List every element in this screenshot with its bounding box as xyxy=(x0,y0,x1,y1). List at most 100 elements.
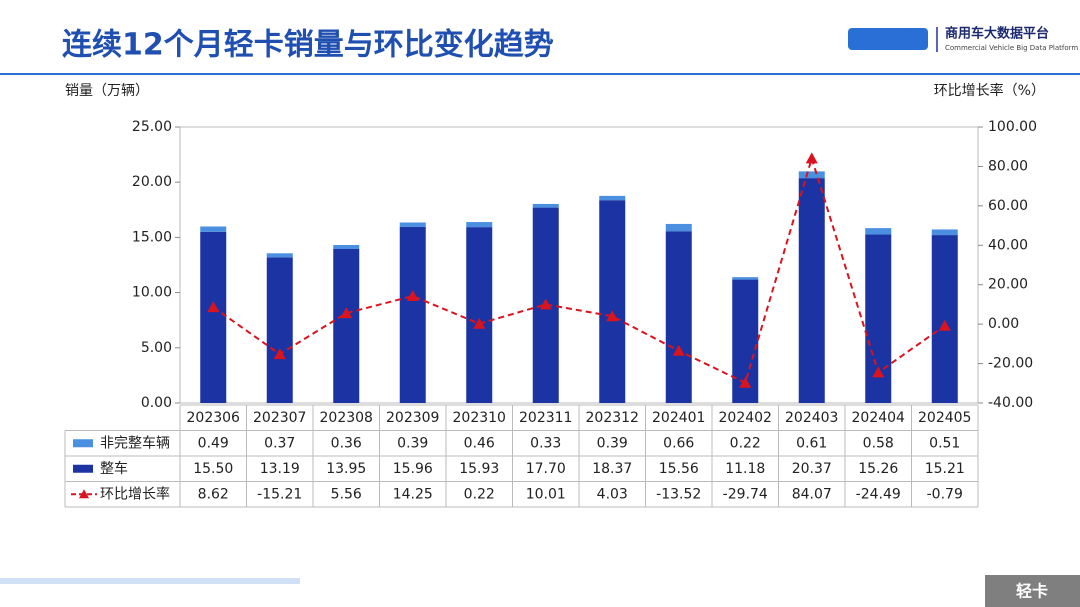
y2-tick-label: 100.00 xyxy=(988,119,1037,135)
table-value: 10.01 xyxy=(526,486,566,502)
table-value: 0.46 xyxy=(464,435,495,451)
logo-mark xyxy=(848,28,928,50)
table-value: 0.33 xyxy=(530,435,561,451)
table-value: -0.79 xyxy=(927,486,963,502)
bar xyxy=(599,200,626,403)
table-value: 17.70 xyxy=(526,461,566,477)
x-tick-label: 202311 xyxy=(519,410,572,426)
logo-subtitle: Commercial Vehicle Big Data Platform xyxy=(945,44,1078,52)
y2-tick-label: 80.00 xyxy=(988,158,1028,174)
y-axis-label: 销量（万辆） xyxy=(65,83,149,99)
table-value: 0.22 xyxy=(464,486,495,502)
bar xyxy=(931,235,958,403)
legend-label: 环比增长率 xyxy=(100,485,170,502)
y2-tick-label: -20.00 xyxy=(988,356,1033,372)
x-tick-label: 202310 xyxy=(453,410,506,426)
line-marker xyxy=(805,152,818,164)
y-tick-label: 10.00 xyxy=(132,285,172,301)
table-value: 14.25 xyxy=(393,486,433,502)
line-marker xyxy=(872,366,885,378)
table-value: 13.95 xyxy=(326,461,366,477)
y2-tick-label: 40.00 xyxy=(988,237,1028,253)
x-tick-label: 202307 xyxy=(253,410,306,426)
chart-title: 连续12个月轻卡销量与环比变化趋势 xyxy=(62,28,554,63)
table-value: -15.21 xyxy=(257,486,302,502)
bar xyxy=(399,226,426,403)
legend-swatch xyxy=(79,489,89,499)
legend-label: 整车 xyxy=(100,460,128,477)
table-value: 5.56 xyxy=(331,486,362,502)
x-tick-label: 202309 xyxy=(386,410,439,426)
bar xyxy=(466,227,493,403)
table-value: 4.03 xyxy=(597,486,628,502)
y-tick-label: 20.00 xyxy=(132,174,172,190)
legend-label: 非完整车辆 xyxy=(100,434,170,451)
bar xyxy=(333,245,360,249)
x-tick-label: 202306 xyxy=(187,410,241,426)
table-value: 0.61 xyxy=(796,435,827,451)
line-marker xyxy=(938,319,951,331)
line xyxy=(212,154,946,385)
bar xyxy=(333,248,360,403)
table-value: 0.39 xyxy=(397,435,428,451)
table-value: 0.37 xyxy=(264,435,295,451)
logo-title: 商用车大数据平台 xyxy=(945,26,1049,42)
table-value: 8.62 xyxy=(198,486,229,502)
bar xyxy=(399,222,426,227)
bar xyxy=(266,257,293,403)
table-value: 15.21 xyxy=(925,461,965,477)
bar xyxy=(532,203,559,208)
line-marker xyxy=(739,376,752,388)
bar xyxy=(466,222,493,228)
table-value: 15.96 xyxy=(393,461,433,477)
bar xyxy=(665,223,692,232)
footer-stripe xyxy=(0,578,300,584)
bar xyxy=(931,229,958,236)
y2-axis-label: 环比增长率（%） xyxy=(934,82,1045,99)
table-value: 20.37 xyxy=(792,461,832,477)
line-marker xyxy=(406,290,419,302)
plot-area xyxy=(179,126,979,404)
table-value: 15.26 xyxy=(858,461,898,477)
legend-swatch xyxy=(73,439,93,448)
y2-tick-label: 20.00 xyxy=(988,277,1028,293)
x-tick-label: 202401 xyxy=(652,410,705,426)
x-tick-label: 202403 xyxy=(785,410,838,426)
footer-tag: 轻卡 xyxy=(1016,582,1048,601)
line-marker xyxy=(340,307,353,319)
table-value: 0.36 xyxy=(331,435,362,451)
bar xyxy=(665,231,692,403)
y2-tick-label: 60.00 xyxy=(988,198,1028,214)
table-value: 0.66 xyxy=(663,435,694,451)
bar xyxy=(732,277,759,280)
bar xyxy=(599,195,626,201)
table-value: 13.19 xyxy=(260,461,300,477)
y-tick-label: 5.00 xyxy=(141,340,172,356)
table-value: 0.22 xyxy=(730,435,761,451)
table-value: 0.51 xyxy=(929,435,960,451)
line-marker xyxy=(539,298,552,310)
table-value: 15.56 xyxy=(659,461,699,477)
table-value: -24.49 xyxy=(856,486,901,502)
table-value: 0.39 xyxy=(597,435,628,451)
line-marker xyxy=(473,317,486,329)
x-tick-label: 202405 xyxy=(918,410,971,426)
table-value: 84.07 xyxy=(792,486,832,502)
table-value: 11.18 xyxy=(725,461,765,477)
line-marker xyxy=(606,310,619,322)
table-value: 15.50 xyxy=(193,461,233,477)
table-value: -29.74 xyxy=(723,486,768,502)
bar xyxy=(798,171,825,179)
table-value: 18.37 xyxy=(592,461,632,477)
y-tick-label: 0.00 xyxy=(141,395,172,411)
line-marker xyxy=(207,301,220,313)
footer-tag-box xyxy=(985,575,1080,607)
x-tick-label: 202308 xyxy=(320,410,373,426)
y2-tick-label: 0.00 xyxy=(988,316,1019,332)
y-tick-label: 25.00 xyxy=(132,119,172,135)
bar xyxy=(865,234,892,403)
bar xyxy=(200,226,227,232)
line-marker xyxy=(273,348,286,360)
bar xyxy=(266,253,293,258)
bar xyxy=(200,231,227,403)
